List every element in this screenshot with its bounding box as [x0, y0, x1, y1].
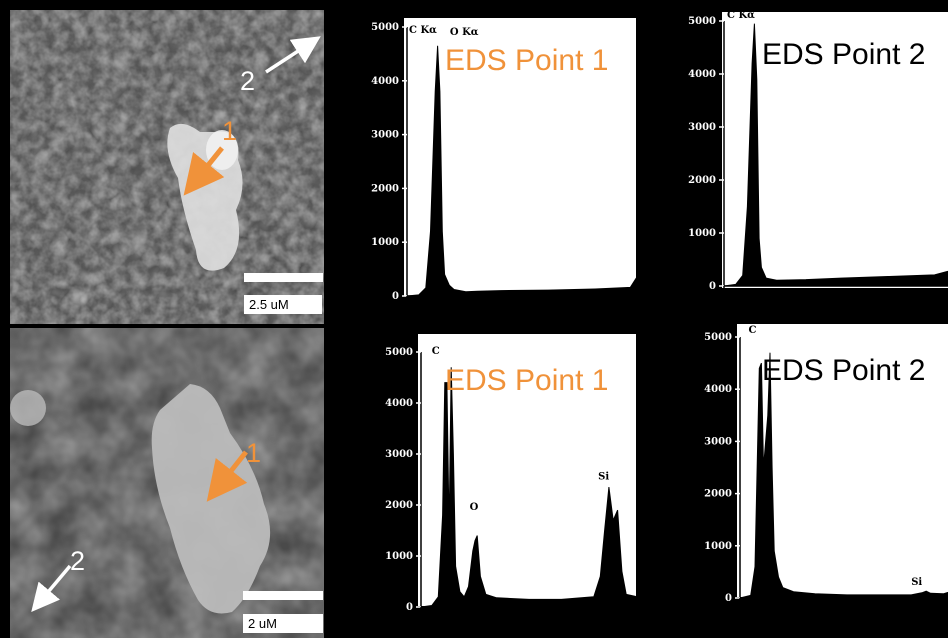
eds-chart-3-peak-label: Si: [598, 472, 609, 483]
eds-chart-3-y-tick-label: 0: [406, 602, 413, 613]
eds-chart-1-x-tick-label: 0: [404, 302, 411, 313]
eds-chart-2-y-tick-label: 1000: [688, 228, 716, 239]
eds-chart-4-y-tick-label: 1000: [704, 541, 732, 552]
eds-chart-1-spectrum: [406, 45, 678, 297]
scale-label-1: 2.5 uM: [244, 295, 322, 314]
eds-chart-2-title: EDS Point 2: [762, 38, 926, 71]
eds-chart-3-peak-label: C: [432, 346, 440, 357]
scale-bar-2: [243, 591, 323, 600]
eds-chart-3-y-tick-label: 3000: [385, 449, 413, 460]
eds-chart-1-x-tick-label: 2: [639, 302, 646, 313]
eds-chart-3-x-tick-label: 4: [850, 613, 857, 624]
eds-chart-4-y-tick-label: 0: [725, 593, 732, 604]
eds-chart-3-x-tick-label: 2: [634, 613, 641, 624]
eds-chart-4-x-tick-label: 0: [737, 604, 744, 615]
eds-chart-1-y-tick-label: 4000: [371, 76, 399, 87]
eds-chart-3-y-tick-label: 5000: [385, 347, 413, 358]
eds-chart-1-y-tick-label: 0: [392, 291, 399, 302]
eds-chart-3-spectrum: [420, 367, 854, 608]
eds-chart-2-peak-label: C Kα: [727, 10, 755, 21]
eds-chart-1-peak-label: O Kα: [450, 27, 479, 38]
scale-label-2: 2 uM: [243, 614, 323, 633]
eds-chart-1-y-tick-label: 2000: [371, 183, 399, 194]
eds-chart-1-peak-label: C Kα: [409, 25, 437, 36]
eds-chart-1-y-tick-label: 5000: [371, 22, 399, 33]
eds-chart-4-y-tick-label: 5000: [704, 332, 732, 343]
eds-chart-3-y-tick-label: 2000: [385, 500, 413, 511]
eds-chart-2-x-tick-label: 0: [721, 292, 728, 303]
eds-chart-3-x-tick-label: 0: [418, 613, 425, 624]
eds-chart-3-y-tick-label: 1000: [385, 551, 413, 562]
eds-chart-3-title: EDS Point 1: [445, 364, 609, 397]
eds-chart-1-y-tick-label: 3000: [371, 130, 399, 141]
eds-chart-3-y-tick-label: 4000: [385, 398, 413, 409]
eds-chart-4-y-tick-label: 3000: [704, 436, 732, 447]
eds-chart-1-title: EDS Point 1: [445, 44, 609, 77]
eds-chart-4-peak-label: C: [749, 325, 757, 336]
eds-chart-3-peak-label: Cl: [702, 584, 714, 595]
eds-chart-2-spectrum: [723, 23, 948, 287]
sem-particle-small: [10, 390, 46, 426]
eds-chart-3-peak-label: O: [470, 502, 479, 513]
eds-chart-4-title: EDS Point 2: [762, 354, 926, 387]
eds-chart-2-y-tick-label: 4000: [688, 69, 716, 80]
eds-chart-4-spectrum: [739, 352, 948, 599]
eds-chart-1-y-tick-label: 1000: [371, 237, 399, 248]
eds-chart-4-peak-label: Si: [911, 577, 922, 588]
scale-bar-1: [244, 273, 323, 282]
eds-chart-2-y-tick-label: 3000: [688, 122, 716, 133]
eds-chart-4-y-tick-label: 2000: [704, 489, 732, 500]
eds-chart-2-y-tick-label: 0: [709, 281, 716, 292]
eds-chart-2-y-tick-label: 5000: [688, 16, 716, 27]
eds-chart-2-y-tick-label: 2000: [688, 175, 716, 186]
eds-chart-4-y-tick-label: 4000: [704, 384, 732, 395]
